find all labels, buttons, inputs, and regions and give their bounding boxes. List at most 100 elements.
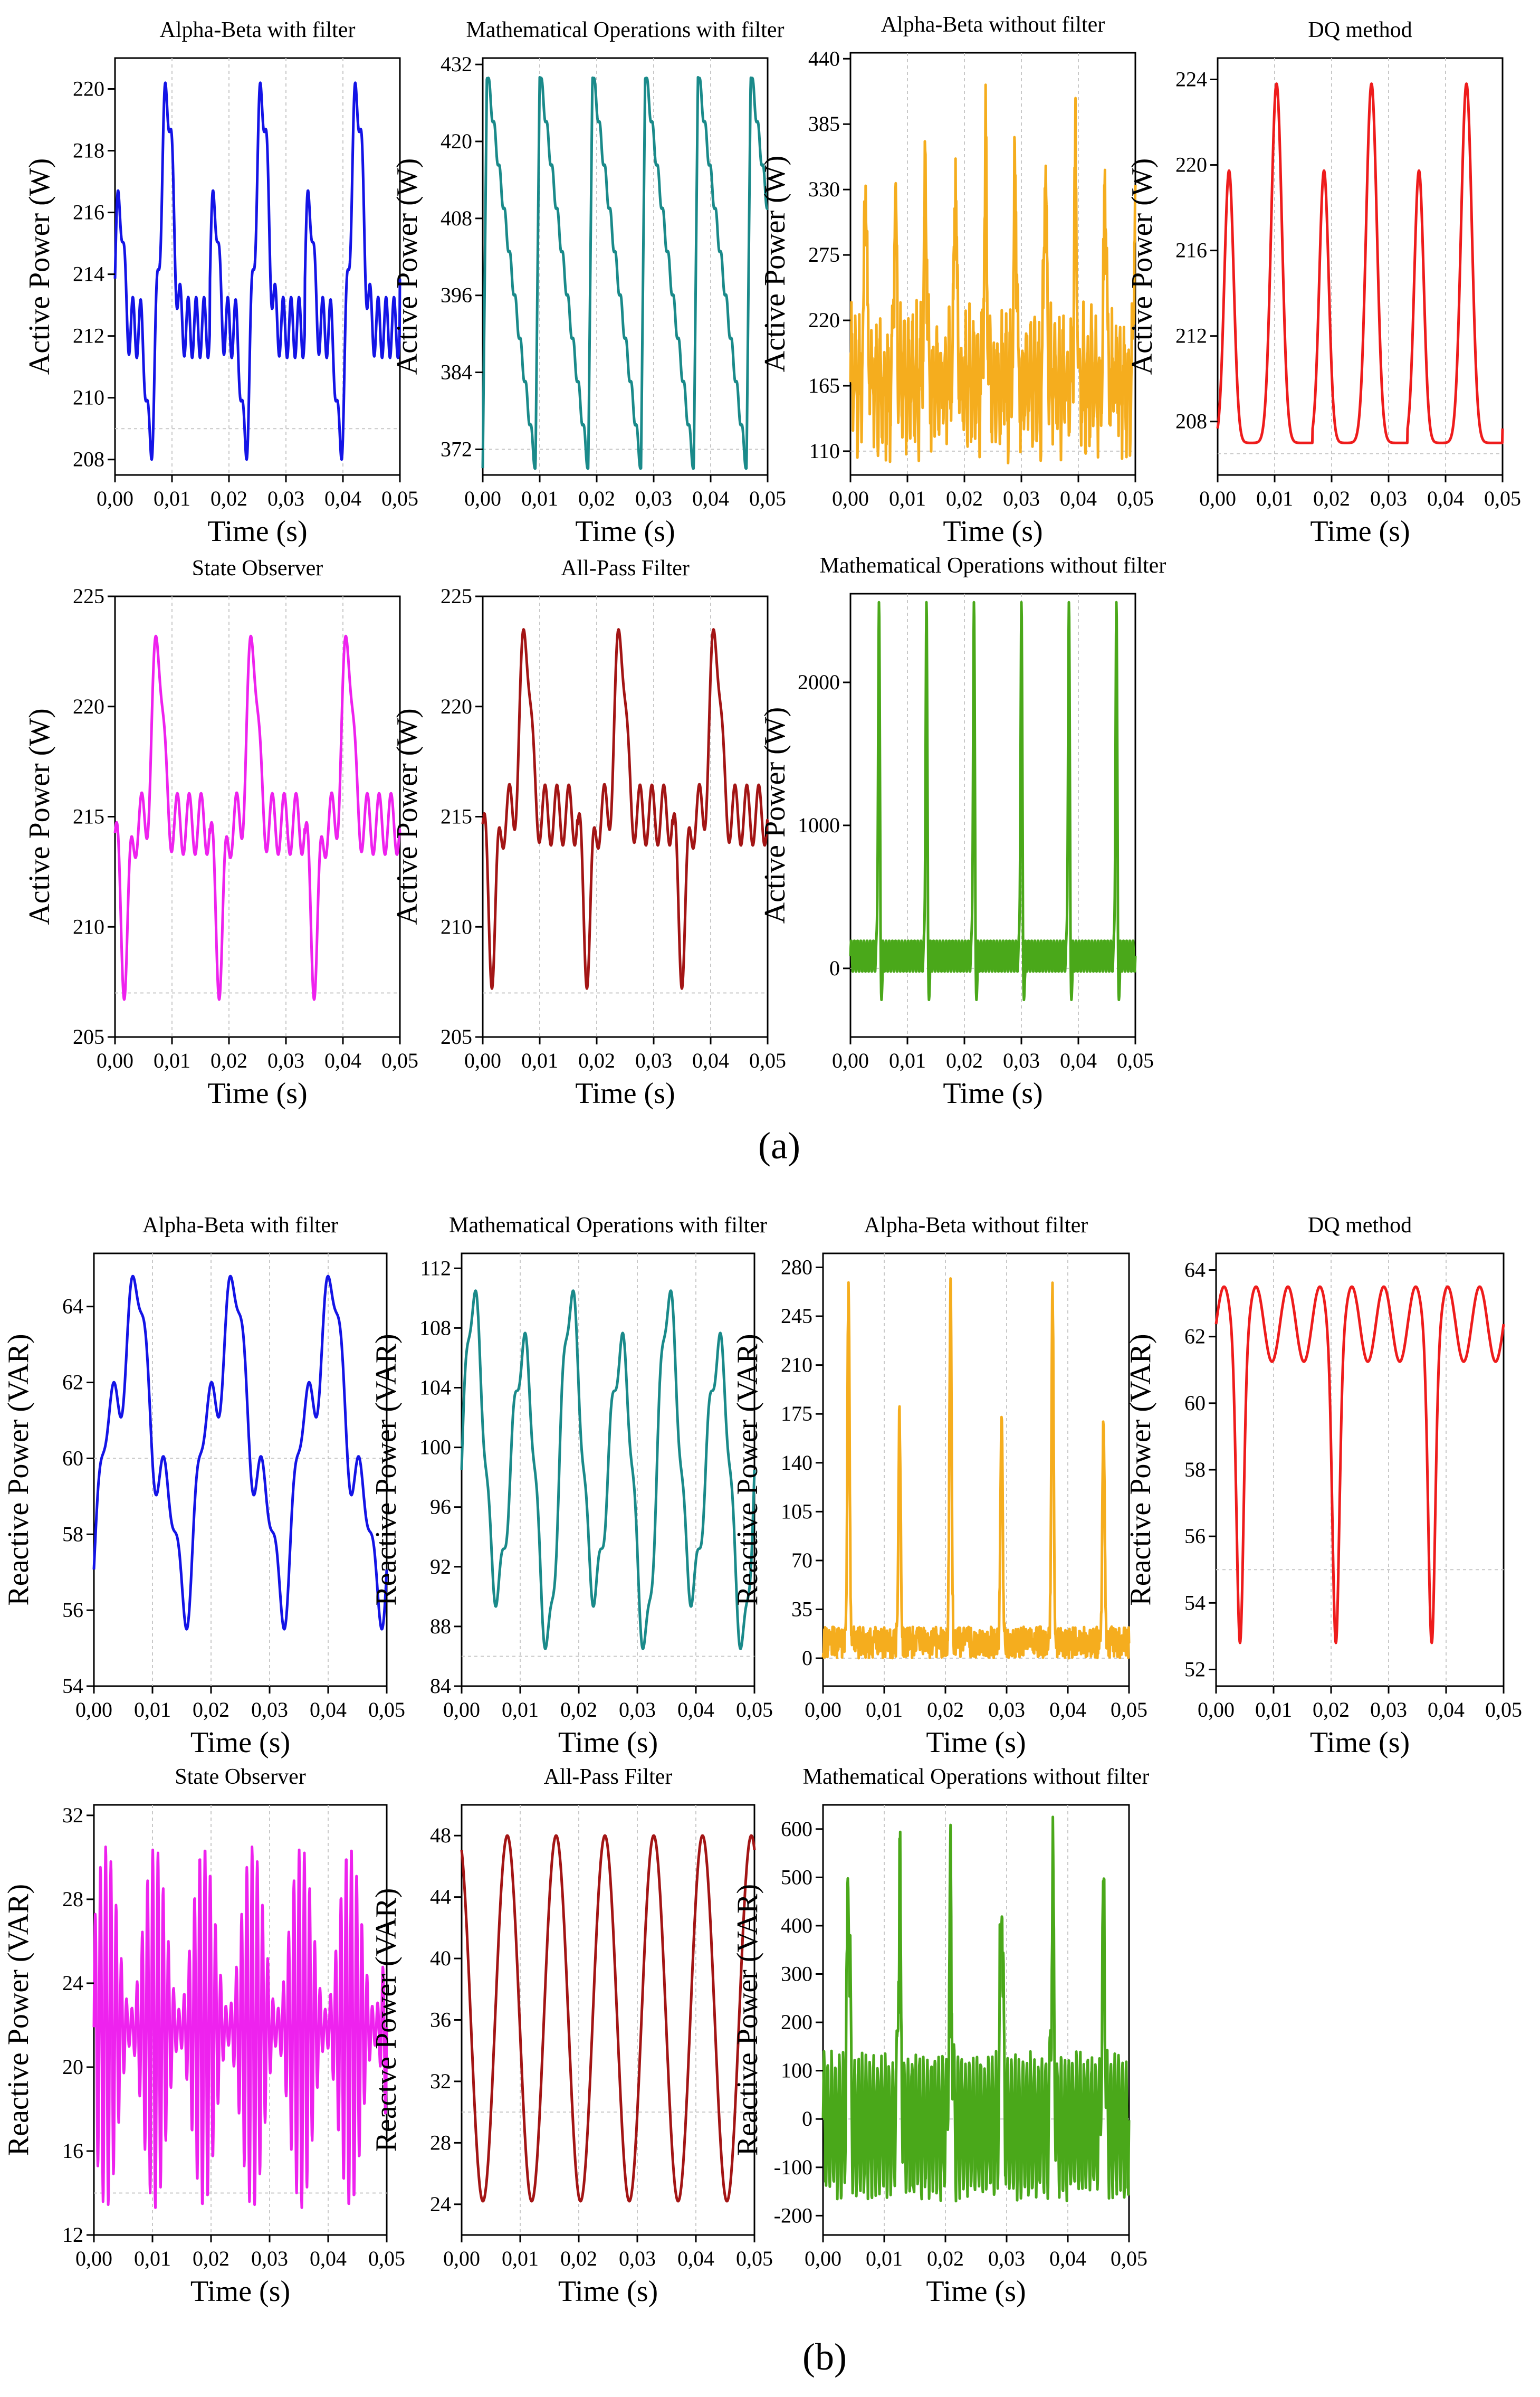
chart-7: 0 1000 2000 0,00 0,01 0,02 0,03 0,04 0,05 Mathema… <box>759 554 1166 1110</box>
x-axis-label: Time (s) <box>1310 1726 1410 1759</box>
x-tick-label: 0,02 <box>1313 487 1350 510</box>
y-axis-label: Reactive Power (VAR) <box>2 1884 35 2156</box>
panel-label-b: (b) <box>802 2336 847 2378</box>
x-tick-label: 0,03 <box>251 1698 288 1721</box>
y-tick-label: 2000 <box>798 670 840 694</box>
y-axis-label: Active Power (W) <box>391 158 424 375</box>
x-tick-label: 0,03 <box>1003 1049 1040 1072</box>
plot-frame <box>849 593 1136 1038</box>
x-tick-label: 0,02 <box>193 2247 229 2270</box>
x-tick-label: 0,05 <box>736 1698 773 1721</box>
x-tick-label: 0,04 <box>1428 1698 1465 1721</box>
series-line <box>92 1274 388 1631</box>
y-axis-label: Reactive Power (VAR) <box>1124 1334 1157 1605</box>
y-tick-label: 1000 <box>798 813 840 837</box>
chart-2: 372 384 396 408 420 432 0,00 0,01 0,02 0,03 0,04 0,… <box>391 18 786 548</box>
chart-11: 52 54 56 58 60 62 64 0,00 0,01 0,02 0,03 0,04 0,05 DQ… <box>1124 1213 1522 1759</box>
chart-title: Mathematical Operations with filter <box>466 18 785 42</box>
y-tick-label: 54 <box>1184 1591 1206 1614</box>
x-axis-label: Time (s) <box>207 515 307 548</box>
series-line <box>481 628 769 990</box>
x-tick-label: 0,03 <box>635 487 672 510</box>
chart-title: Alpha-Beta without filter <box>881 13 1105 37</box>
x-tick-label: 0,02 <box>578 487 615 510</box>
y-axis-label: Active Power (W) <box>1126 158 1159 375</box>
y-tick-label: 210 <box>441 915 472 938</box>
x-axis-label: Time (s) <box>575 1077 675 1110</box>
y-tick-label: 52 <box>1184 1657 1206 1681</box>
x-tick-label: 0,01 <box>1255 1698 1292 1721</box>
x-tick-label: 0,04 <box>1049 1698 1086 1721</box>
x-tick-label: 0,01 <box>521 1049 558 1072</box>
chart-title: Alpha-Beta without filter <box>864 1213 1088 1238</box>
x-tick-label: 0,03 <box>988 2247 1025 2270</box>
x-tick-label: 0,04 <box>677 2247 714 2270</box>
chart-title: Alpha-Beta with filter <box>160 18 356 42</box>
series-line <box>113 634 401 1001</box>
y-tick-label: 104 <box>419 1375 451 1399</box>
x-tick-label: 0,01 <box>521 487 558 510</box>
y-tick-label: 0 <box>802 1646 812 1670</box>
x-axis-label: Time (s) <box>943 1077 1042 1110</box>
x-tick-label: 0,04 <box>1060 487 1097 510</box>
y-tick-label: 200 <box>781 2010 812 2034</box>
x-tick-label: 0,01 <box>866 1698 903 1721</box>
x-tick-label: 0,05 <box>1484 487 1521 510</box>
y-tick-label: 210 <box>73 386 104 410</box>
y-tick-label: 396 <box>441 283 472 307</box>
y-tick-label: 600 <box>781 1817 812 1841</box>
x-tick-label: 0,00 <box>1199 487 1236 510</box>
y-tick-label: -100 <box>774 2155 812 2179</box>
y-tick-label: 220 <box>73 695 104 718</box>
y-tick-label: 215 <box>73 805 104 829</box>
y-axis-label: Active Power (W) <box>759 156 791 373</box>
y-tick-label: 275 <box>808 243 840 267</box>
x-tick-label: 0,04 <box>692 487 729 510</box>
x-tick-label: 0,02 <box>946 1049 983 1072</box>
x-tick-label: 0,02 <box>211 1049 247 1072</box>
y-tick-label: 24 <box>430 2192 451 2216</box>
x-tick-label: 0,00 <box>97 1049 133 1072</box>
x-tick-label: 0,01 <box>1256 487 1293 510</box>
x-tick-label: 0,05 <box>381 1049 418 1072</box>
x-axis-label: Time (s) <box>558 1726 658 1759</box>
panel-label-a: (a) <box>758 1125 800 1167</box>
y-tick-label: 32 <box>430 2069 451 2093</box>
chart-title: All-Pass Filter <box>544 1765 673 1789</box>
plot-frame <box>1217 57 1504 476</box>
y-tick-label: 225 <box>441 584 472 608</box>
y-tick-label: 112 <box>420 1256 451 1280</box>
y-tick-label: 58 <box>62 1522 83 1546</box>
series-line <box>1214 1285 1505 1644</box>
x-tick-label: 0,01 <box>502 2247 539 2270</box>
x-axis-label: Time (s) <box>1310 515 1410 548</box>
x-tick-label: 0,00 <box>1198 1698 1235 1721</box>
x-tick-label: 0,02 <box>211 487 247 510</box>
x-tick-label: 0,05 <box>1485 1698 1522 1721</box>
x-axis-label: Time (s) <box>575 515 675 548</box>
x-tick-label: 0,02 <box>560 1698 597 1721</box>
chart-12: 12 16 20 24 28 32 0,00 0,01 0,02 0,03 0,04 0,05 Stat… <box>2 1765 405 2308</box>
x-tick-label: 0,05 <box>1111 2247 1147 2270</box>
y-tick-label: 372 <box>441 437 472 461</box>
y-tick-label: 35 <box>791 1597 812 1621</box>
y-tick-label: 220 <box>441 695 472 718</box>
x-tick-label: 0,04 <box>310 2247 347 2270</box>
y-axis-label: Reactive Power (VAR) <box>370 1334 403 1605</box>
y-tick-label: 300 <box>781 1962 812 1986</box>
y-tick-label: 0 <box>802 2107 812 2130</box>
x-tick-label: 0,00 <box>832 1049 869 1072</box>
chart-title: All-Pass Filter <box>561 556 690 581</box>
x-tick-label: 0,02 <box>927 2247 964 2270</box>
y-tick-label: 70 <box>791 1548 812 1572</box>
y-tick-label: 175 <box>781 1402 812 1425</box>
chart-4: 208 212 216 220 224 0,00 0,01 0,02 0,03 0,04 0,05 D… <box>1126 18 1521 548</box>
x-tick-label: 0,03 <box>988 1698 1025 1721</box>
y-tick-label: 408 <box>441 206 472 230</box>
chart-5: 205 210 215 220 225 0,00 0,01 0,02 0,03 0,04 0,05 S… <box>23 556 418 1110</box>
y-tick-label: 20 <box>62 2055 83 2079</box>
chart-title: DQ method <box>1308 1213 1412 1238</box>
chart-title: Alpha-Beta with filter <box>142 1213 338 1238</box>
chart-title: Mathematical Operations with filter <box>449 1213 767 1238</box>
